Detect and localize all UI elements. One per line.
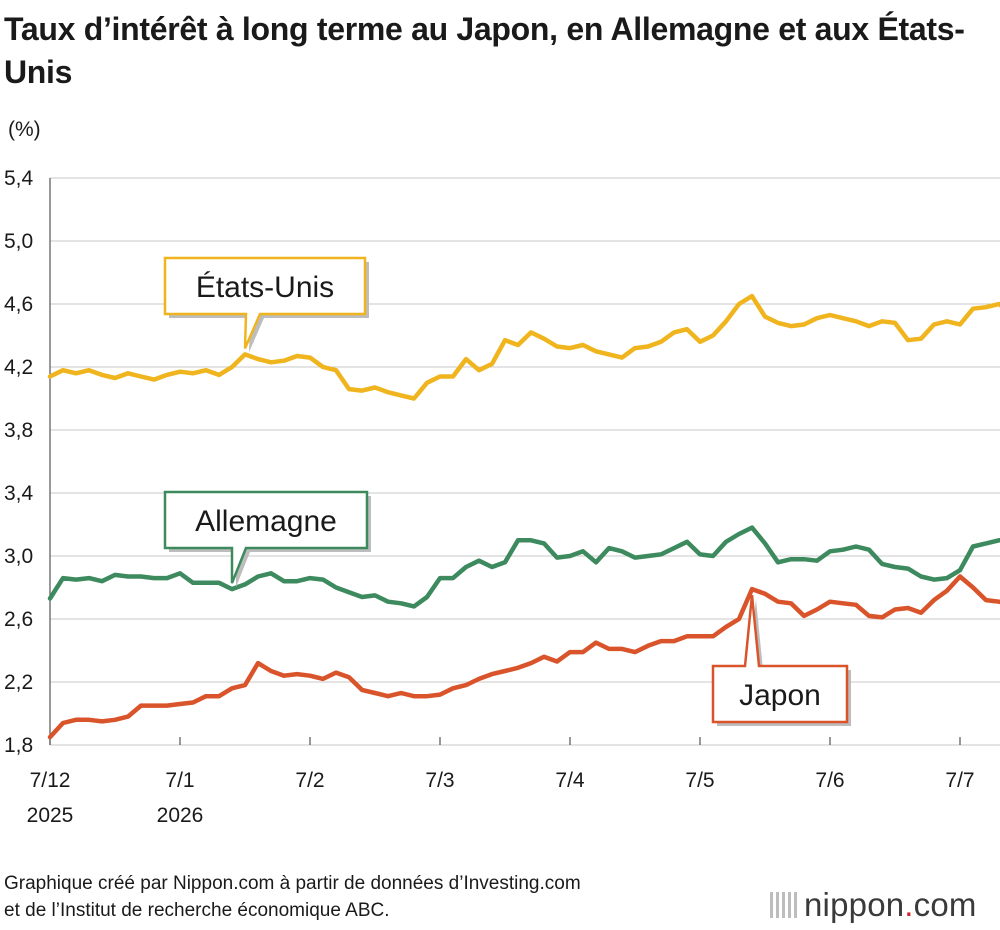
y-tick-label: 3,4 [4,482,34,505]
x-tick-label: 7/1 [165,769,194,792]
x-tick-label: 7/7 [945,769,974,792]
x-tick-year-label: 2026 [157,804,204,827]
y-tick-label: 4,6 [4,293,33,316]
y-tick-label: 1,8 [4,734,33,757]
callout-box [711,594,849,724]
callout-label: Japon [739,679,821,712]
x-tick-label: 7/6 [815,769,844,792]
logo-dot: . [904,886,914,923]
y-axis-ticks: 5,4 5,0 4,6 4,2 3,8 3,4 3,0 2,6 2,2 1,8 [4,167,34,757]
source-note: Graphique créé par Nippon.com à partir d… [4,870,581,924]
callout: Japon [711,594,851,726]
stripes-icon [770,892,798,918]
y-tick-label: 3,8 [4,419,33,442]
y-axis-unit-label: (%) [8,118,41,141]
callout-box [163,490,369,584]
logo-suffix: com [913,886,977,923]
series-line-allemagne [47,525,1000,609]
series-lines [47,293,1000,740]
x-tick-label: 7/2 [295,769,324,792]
chart-title: Taux d’intérêt à long terme au Japon, en… [4,11,965,90]
series-line-etats-unis [47,293,1000,401]
y-tick-label: 2,2 [4,671,33,694]
x-tick-label: 7/5 [685,769,714,792]
nippon-logo: nippon.com [770,886,977,924]
callout-label: Allemagne [195,505,337,538]
callout-label: États-Unis [196,271,334,304]
callout: Allemagne [163,490,371,588]
logo-prefix: nippon [804,886,905,923]
series-callouts: États-Unis Allemagne Japon [163,256,851,726]
y-tick-label: 5,0 [4,230,33,253]
callout: États-Unis [163,256,369,353]
y-tick-label: 4,2 [4,356,33,379]
series-line-japon [47,574,1000,740]
y-tick-label: 3,0 [4,545,33,568]
line-chart: 5,45,04,64,23,83,43,02,62,21,8 7/1220257… [4,167,1000,827]
callout-box [163,256,367,349]
x-tick-label: 7/12 [30,769,71,792]
source-line-2: et de l’Institut de recherche économique… [4,900,390,921]
x-tick-label: 7/3 [425,769,454,792]
source-line-1: Graphique créé par Nippon.com à partir d… [4,873,581,894]
x-tick-year-label: 2025 [27,804,74,827]
x-tick-label: 7/4 [555,769,585,792]
y-tick-label: 5,4 [4,167,34,190]
y-tick-label: 2,6 [4,608,33,631]
x-axis-ticks: 7/12 2025 7/1 2026 7/2 7/3 7/4 7/5 7/6 7/7 [27,737,975,827]
